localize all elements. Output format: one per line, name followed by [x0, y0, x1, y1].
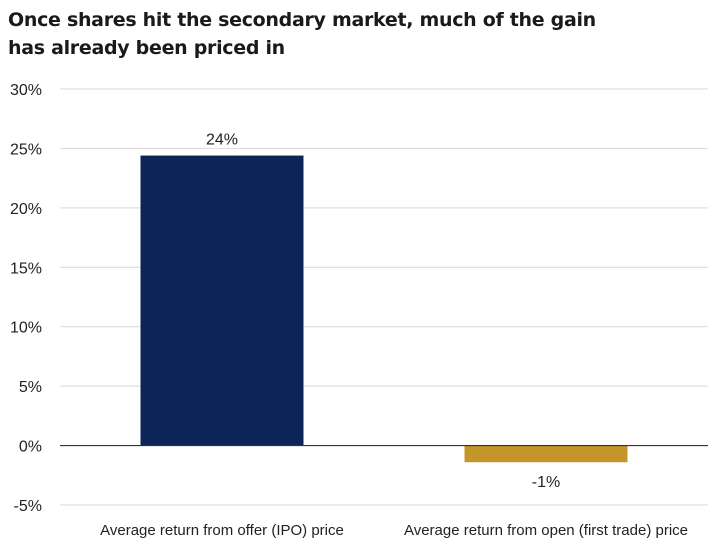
y-tick-label: 10%: [10, 320, 42, 337]
bar: [140, 155, 304, 446]
data-label: -1%: [532, 474, 560, 491]
y-tick-label: 20%: [10, 201, 42, 218]
y-tick-label: 15%: [10, 260, 42, 277]
y-tick-label: 30%: [10, 82, 42, 99]
bar: [464, 445, 628, 463]
y-tick-label: 5%: [19, 379, 42, 396]
chart-title: Once shares hit the secondary market, mu…: [8, 6, 708, 62]
y-tick-label: 0%: [19, 439, 42, 456]
y-tick-label: -5%: [14, 498, 42, 515]
x-category-label: Average return from offer (IPO) price: [100, 522, 344, 539]
chart-title-line-1: Once shares hit the secondary market, mu…: [8, 9, 596, 31]
data-label: 24%: [206, 132, 238, 149]
y-tick-label: 25%: [10, 141, 42, 158]
x-category-label: Average return from open (first trade) p…: [404, 522, 688, 539]
chart-title-line-2: has already been priced in: [8, 37, 285, 59]
